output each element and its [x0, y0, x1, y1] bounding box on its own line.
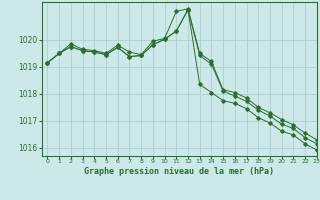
X-axis label: Graphe pression niveau de la mer (hPa): Graphe pression niveau de la mer (hPa): [84, 167, 274, 176]
